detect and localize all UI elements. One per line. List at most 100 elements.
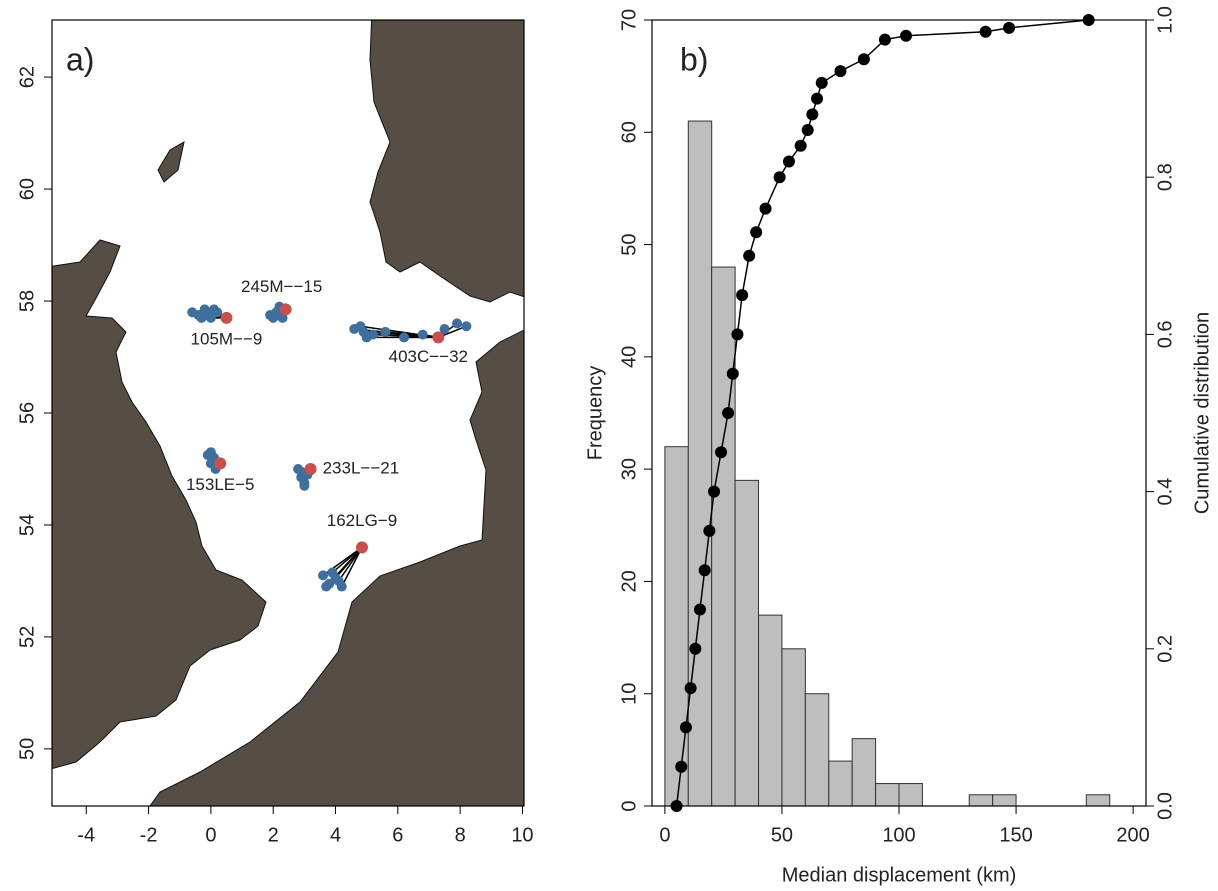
x-tick-label: 150	[999, 824, 1032, 846]
cdf-point	[689, 642, 702, 655]
y-tick-label: 62	[16, 66, 38, 88]
cdf-point	[815, 76, 828, 89]
panel-label: a)	[66, 41, 94, 77]
x-tick-label: 100	[882, 824, 915, 846]
recapture-point	[380, 326, 391, 337]
y-tick-label: 50	[618, 233, 640, 255]
y-tick-label: 52	[16, 626, 38, 648]
cdf-point	[806, 108, 819, 121]
track-line	[331, 546, 363, 574]
release-point	[279, 303, 292, 316]
cdf-point	[811, 92, 824, 105]
bar	[687, 120, 713, 807]
bar	[781, 648, 806, 807]
site-label: 105M−−9	[191, 329, 263, 348]
cdf-point	[801, 124, 814, 137]
release-point	[355, 541, 368, 554]
cdf-point	[726, 367, 739, 380]
land-scandinavia	[369, 20, 524, 303]
recapture-point	[318, 570, 329, 581]
cdf-point	[773, 171, 786, 184]
bar	[898, 783, 923, 807]
y2-tick-label: 0.0	[1154, 792, 1176, 820]
recapture-point	[327, 567, 338, 578]
y-tick-label: 30	[618, 458, 640, 480]
y2-axis-title: Cumulative distribution	[1191, 312, 1213, 514]
bar	[758, 614, 783, 807]
cdf-point	[675, 760, 688, 773]
y2-tick-label: 0.8	[1154, 163, 1176, 191]
track-line	[338, 546, 363, 582]
cdf-point	[731, 328, 744, 341]
x-tick-label: 2	[268, 824, 279, 846]
site-label: 233L−−21	[323, 458, 400, 477]
bar	[804, 693, 830, 807]
bar	[968, 794, 994, 807]
x-tick-label: -4	[77, 824, 95, 846]
y-tick-label: 56	[16, 402, 38, 424]
y2-tick-label: 0.2	[1154, 635, 1176, 663]
recapture-point	[461, 321, 472, 332]
cdf-point	[1082, 14, 1095, 26]
recapture-point	[417, 329, 428, 340]
y-tick-label: 60	[618, 121, 640, 143]
y-tick-label: 50	[16, 738, 38, 760]
recapture-point	[361, 332, 372, 343]
recapture-point	[268, 312, 279, 323]
cdf-point	[693, 603, 706, 616]
recapture-point	[333, 575, 344, 586]
bar	[875, 783, 900, 807]
y-tick-label: 58	[16, 290, 38, 312]
x-tick-label: 6	[392, 824, 403, 846]
cdf-point	[834, 65, 847, 78]
bar	[828, 760, 853, 807]
y-tick-label: 10	[618, 683, 640, 705]
cdf-point	[782, 155, 795, 168]
cdf-point	[743, 249, 756, 262]
cdf-point	[708, 485, 721, 498]
y2-tick-label: 0.4	[1154, 478, 1176, 506]
land-continent	[149, 329, 524, 806]
cdf-point	[857, 53, 870, 66]
land-britain	[52, 239, 267, 770]
cdf-point	[679, 721, 692, 734]
y-tick-label: 20	[618, 570, 640, 592]
x-tick-label: -2	[140, 824, 158, 846]
x-tick-label: 50	[771, 824, 793, 846]
x-axis-title: Median displacement (km)	[782, 864, 1017, 886]
cdf-point	[979, 25, 992, 38]
recapture-point	[355, 321, 366, 332]
panel-label: b)	[680, 41, 708, 77]
land-shetland	[157, 141, 185, 183]
bar	[734, 479, 760, 807]
y2-tick-label: 1.0	[1154, 6, 1176, 34]
cdf-point	[684, 682, 697, 695]
track-line	[341, 547, 363, 587]
cdf-point	[703, 524, 716, 537]
recapture-point	[299, 480, 310, 491]
cdf-point	[670, 800, 683, 812]
release-point	[214, 457, 227, 470]
recapture-point	[452, 318, 463, 329]
cdf-point	[722, 407, 735, 419]
coastline	[52, 20, 524, 806]
y-tick-label: 54	[16, 514, 38, 536]
cdf-point	[750, 226, 763, 239]
recapture-point	[399, 332, 410, 343]
recapture-point	[296, 466, 307, 477]
bar	[1085, 794, 1111, 807]
cdf-point	[759, 202, 772, 215]
x-tick-label: 10	[511, 824, 533, 846]
y-tick-label: 60	[16, 178, 38, 200]
bar	[851, 738, 877, 807]
x-tick-label: 200	[1116, 824, 1149, 846]
y-tick-label: 40	[618, 346, 640, 368]
cdf-point	[715, 446, 728, 459]
y2-tick-label: 0.6	[1154, 320, 1176, 348]
recapture-point	[321, 581, 332, 592]
cdf-point	[878, 33, 891, 46]
x-tick-label: 4	[330, 824, 341, 846]
cdf-point	[698, 564, 711, 577]
site-label: 153LE−5	[186, 475, 255, 494]
bar	[664, 446, 689, 807]
